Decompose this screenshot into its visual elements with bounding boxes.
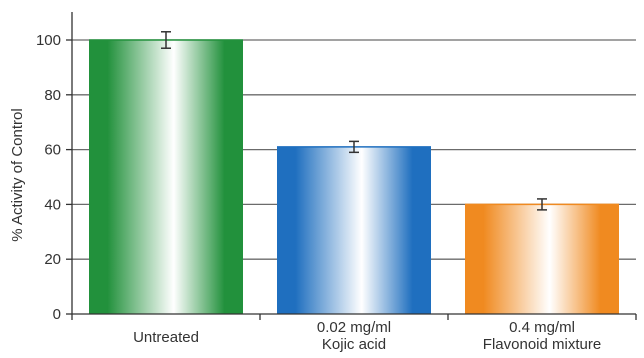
bars <box>89 40 619 314</box>
y-tick-label: 80 <box>44 87 61 104</box>
y-tick-label: 60 <box>44 142 61 159</box>
y-tick-label: 20 <box>44 251 61 268</box>
bar <box>277 147 431 314</box>
x-category-label: 0.02 mg/ml <box>317 319 391 336</box>
y-tick-label: 40 <box>44 196 61 213</box>
y-axis-title: % Activity of Control <box>9 108 26 241</box>
bar <box>89 40 243 314</box>
y-tick-label: 0 <box>53 306 61 323</box>
x-category-label: Flavonoid mixture <box>483 336 601 353</box>
x-category-label: 0.4 mg/ml <box>509 319 575 336</box>
x-category-label: Untreated <box>133 329 199 346</box>
x-category-label: Kojic acid <box>322 336 386 353</box>
bar <box>465 204 619 314</box>
y-tick-label: 100 <box>36 32 61 49</box>
